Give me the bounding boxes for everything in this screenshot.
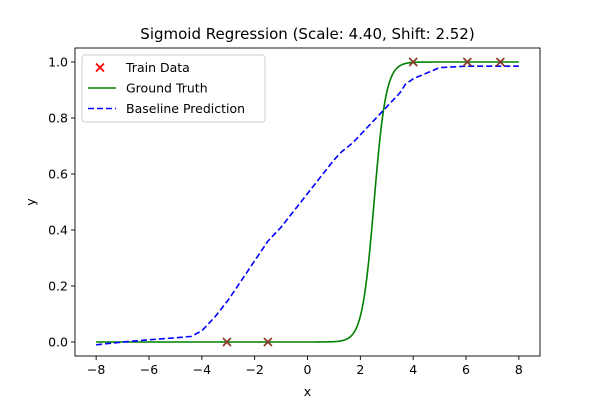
baseline-prediction-line xyxy=(96,65,519,346)
train-data-point xyxy=(495,57,505,67)
marker-stroke xyxy=(263,337,273,347)
marker-stroke xyxy=(408,57,418,67)
y-tick-label: 1.0 xyxy=(48,55,68,70)
train-data-point xyxy=(222,337,232,347)
marker-stroke xyxy=(495,57,505,67)
legend-label: Train Data xyxy=(125,60,190,75)
x-tick-label: −6 xyxy=(140,362,158,377)
y-tick-label: 0.4 xyxy=(48,223,68,238)
x-tick-label: 6 xyxy=(462,362,470,377)
x-tick-label: −2 xyxy=(245,362,263,377)
x-tick-label: −8 xyxy=(87,362,105,377)
marker-stroke xyxy=(222,337,232,347)
y-tick-label: 0.2 xyxy=(48,279,68,294)
y-tick-label: 0.0 xyxy=(48,335,68,350)
y-axis: 0.0 0.2 0.4 0.6 0.8 1.0 xyxy=(48,55,75,350)
y-tick-label: 0.8 xyxy=(48,111,68,126)
x-axis-label: x xyxy=(304,384,311,399)
legend-label: Ground Truth xyxy=(126,81,208,96)
legend-label: Baseline Prediction xyxy=(126,101,245,116)
x-tick-label: 4 xyxy=(409,362,417,377)
train-data-point xyxy=(408,57,418,67)
chart-title: Sigmoid Regression (Scale: 4.40, Shift: … xyxy=(140,25,474,43)
y-axis-label: y xyxy=(23,198,38,206)
x-tick-label: −4 xyxy=(193,362,211,377)
legend: Train Data Ground Truth Baseline Predictio… xyxy=(81,54,266,123)
plot-area xyxy=(96,57,519,347)
legend-box xyxy=(81,54,266,123)
x-tick-label: 8 xyxy=(515,362,523,377)
y-tick-label: 0.6 xyxy=(48,167,68,182)
legend-marker xyxy=(95,62,105,73)
train-data-point xyxy=(462,57,472,67)
marker-stroke xyxy=(462,57,472,67)
marker-stroke xyxy=(95,62,105,73)
ground-truth-line xyxy=(96,61,519,343)
x-tick-label: 2 xyxy=(356,362,364,377)
legend-key xyxy=(95,62,105,73)
x-axis: −8 −6 −4 −2 0 2 4 6 8 xyxy=(87,356,523,377)
x-tick-label: 0 xyxy=(304,362,312,377)
train-data-point xyxy=(263,337,273,347)
